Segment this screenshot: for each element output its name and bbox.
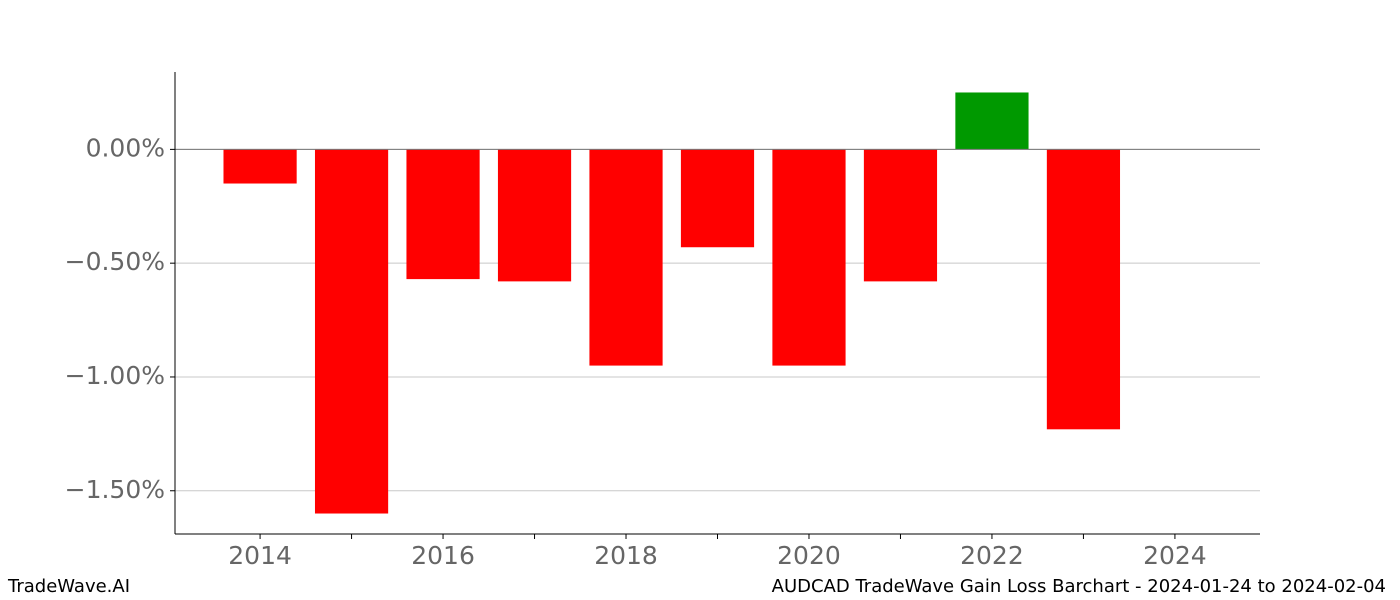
x-tick-label: 2014 (228, 541, 292, 570)
y-tick-label: −0.50% (65, 247, 165, 276)
bar (955, 92, 1029, 150)
x-tick-label: 2016 (411, 541, 475, 570)
footer-left: TradeWave.AI (7, 576, 130, 597)
bar (589, 149, 663, 366)
footer-right: AUDCAD TradeWave Gain Loss Barchart - 20… (772, 576, 1386, 597)
x-tick-label: 2022 (960, 541, 1024, 570)
bar (497, 149, 572, 282)
y-tick-label: 0.00% (86, 133, 165, 162)
bar (680, 149, 755, 248)
x-tick-label: 2020 (777, 541, 841, 570)
bar (1046, 149, 1121, 430)
y-tick-label: −1.50% (65, 475, 165, 504)
y-tick-label: −1.00% (65, 361, 165, 390)
bar (863, 149, 938, 282)
x-tick-label: 2018 (594, 541, 658, 570)
x-tick-label: 2024 (1143, 541, 1207, 570)
bar (772, 149, 846, 366)
bar (406, 149, 480, 280)
bar (223, 149, 297, 184)
bar (314, 149, 389, 514)
